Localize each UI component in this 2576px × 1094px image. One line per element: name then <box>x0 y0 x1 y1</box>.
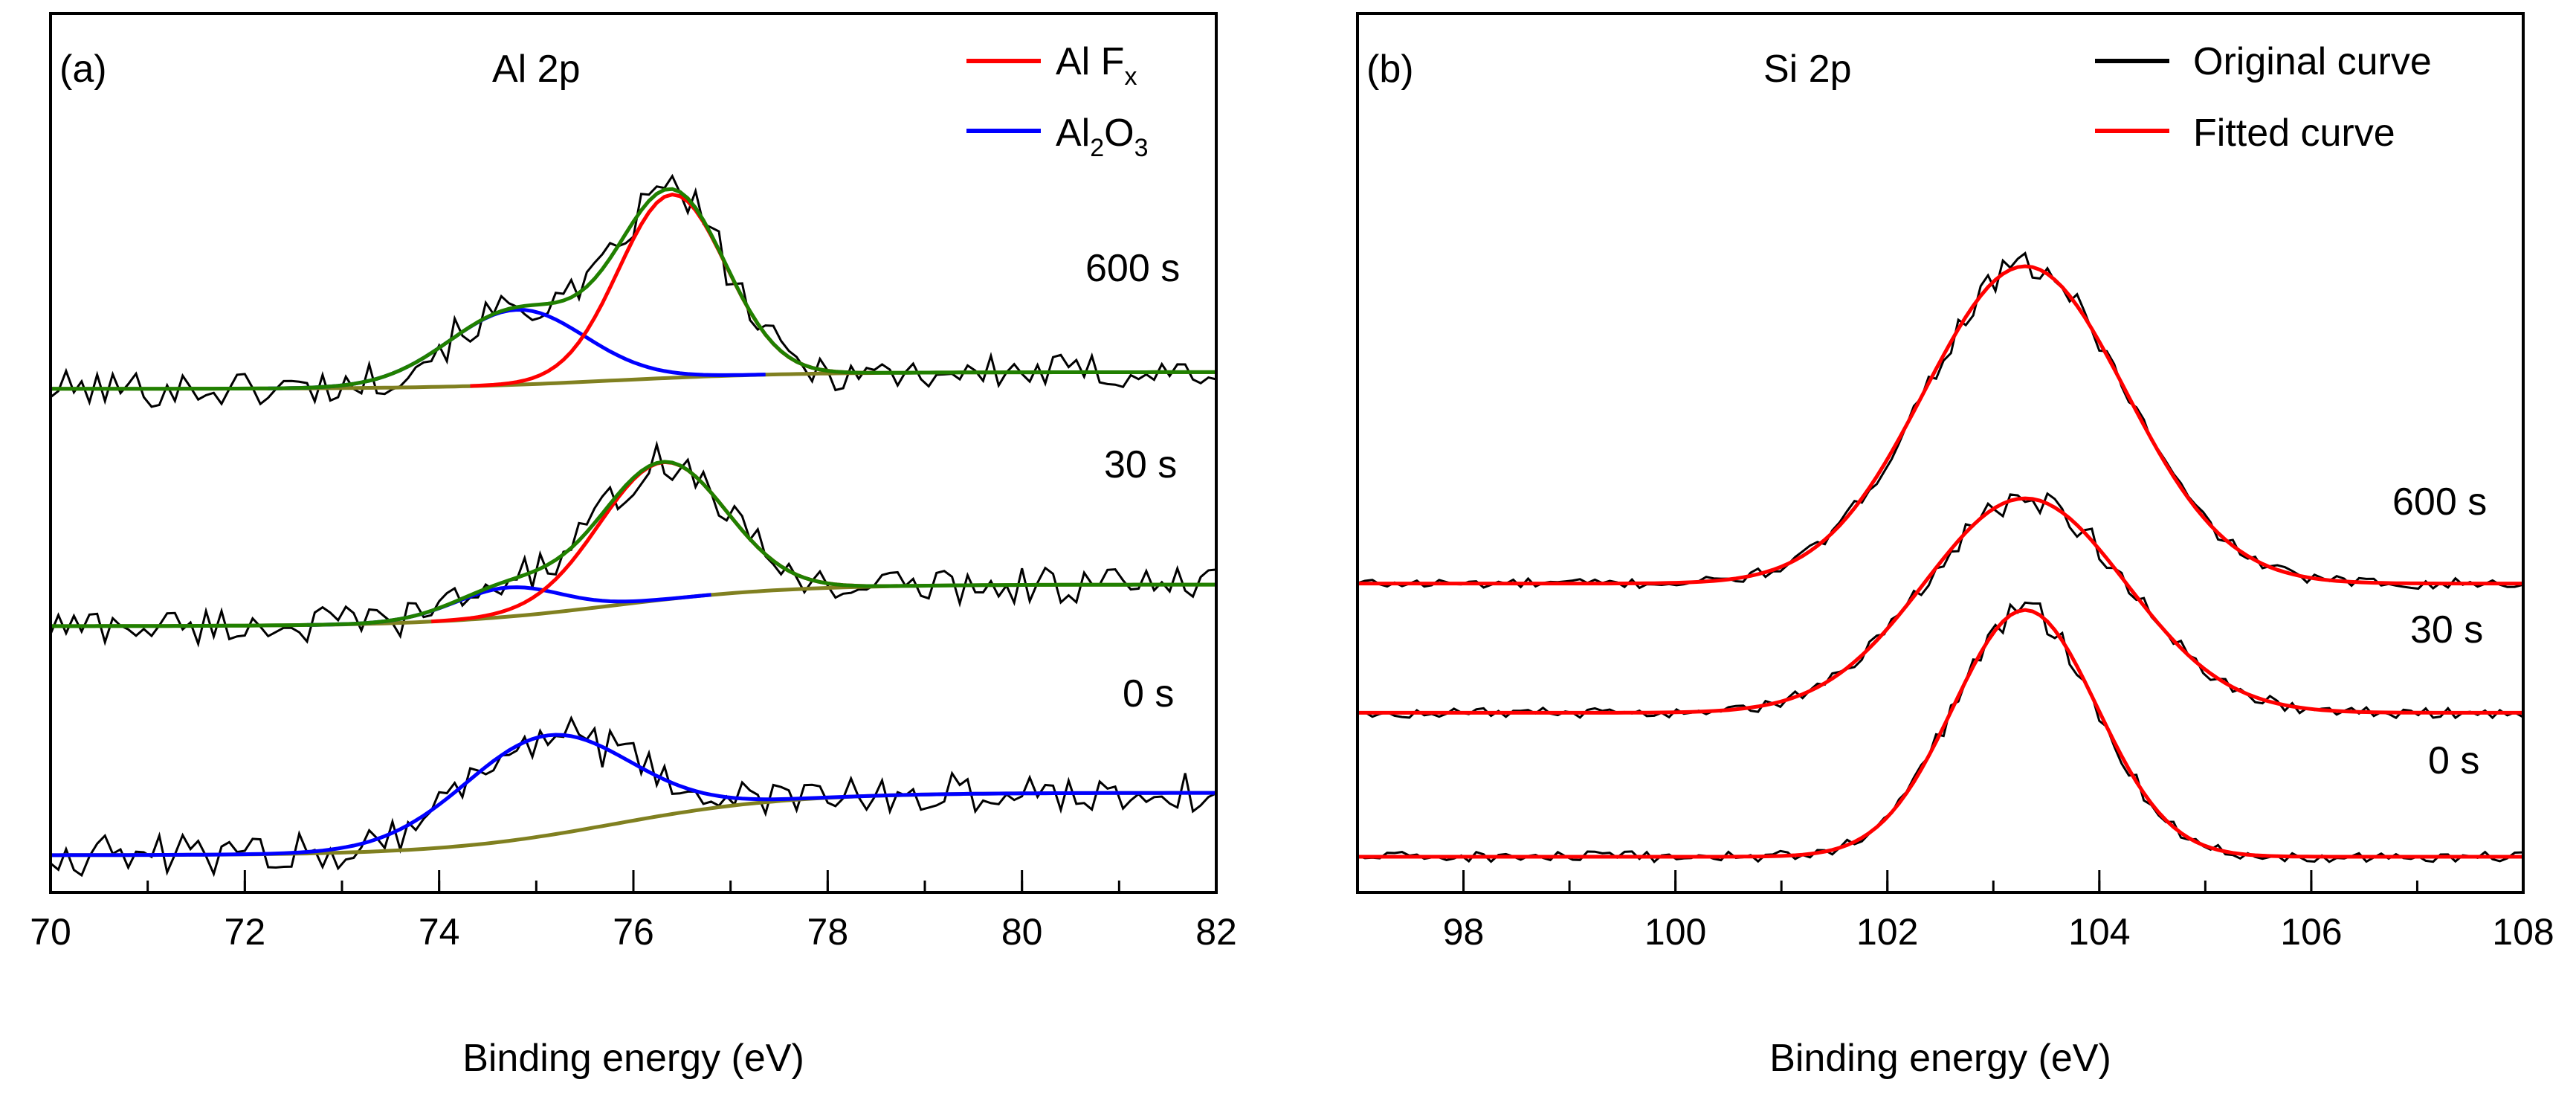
panel-a-al2p: 70 72 74 76 78 80 82 (a) Al 2p Al Fx Al2O3 600… <box>30 12 1237 1080</box>
al2p-fit-envelope-30s <box>51 460 1216 628</box>
x-tick-label: 72 <box>225 911 266 953</box>
x-tick-label: 70 <box>30 911 71 953</box>
panel-b-label-30s: 30 s <box>2410 608 2483 651</box>
x-tick-label: 74 <box>419 911 460 953</box>
panel-b-legend: Original curve Fitted curve <box>2095 40 2432 155</box>
panel-a-x-ticks: 70 72 74 76 78 80 82 <box>30 870 1237 953</box>
x-tick-label: 82 <box>1195 911 1237 953</box>
legend-alfx-text: Al F <box>1056 40 1124 83</box>
panel-a-label: (a) <box>59 48 107 91</box>
panel-b-frame <box>1356 12 2525 894</box>
panel-b-x-axis-title: Binding energy (eV) <box>1769 1037 2111 1080</box>
panel-b-si2p: 98 100 102 104 106 108 (b) Si 2p Original cur… <box>1356 12 2554 1080</box>
al2p-alfx-component-600s <box>470 193 875 388</box>
al2p-background-30s <box>51 582 1216 628</box>
panel-a-plot-area <box>49 173 1217 878</box>
legend-al2o3-label: Al2O3 <box>1056 112 1149 162</box>
panel-b-label: (b) <box>1366 48 1414 91</box>
al2p-background-0s <box>51 791 1216 857</box>
x-tick-label: 102 <box>1856 911 1918 953</box>
si2p-original-600s <box>1357 251 2522 591</box>
panel-b-title: Si 2p <box>1763 48 1852 91</box>
panel-b-label-0s: 0 s <box>2428 739 2479 782</box>
si2p-original-30s <box>1358 492 2523 720</box>
al2p-raw-0s <box>50 715 1217 878</box>
panel-a-label-600s: 600 s <box>1085 247 1180 290</box>
panel-b-plot-area <box>1357 251 2523 863</box>
panel-b-x-ticks: 98 100 102 104 106 108 <box>1356 870 2554 953</box>
al2p-raw-30s <box>49 440 1217 648</box>
al2p-al2o3-component-30s <box>306 585 711 627</box>
al2p-fit-envelope-600s <box>51 187 1216 391</box>
panel-a-legend: Al Fx Al2O3 <box>966 40 1149 162</box>
panel-b-label-600s: 600 s <box>2392 480 2487 524</box>
x-tick-label: 100 <box>1644 911 1706 953</box>
x-tick-label: 78 <box>807 911 849 953</box>
legend-al2o3-sub-2: 3 <box>1134 134 1149 162</box>
legend-alfx-subscript: x <box>1124 62 1137 91</box>
panel-a-frame <box>49 12 1218 894</box>
legend-al2o3-text-1: Al <box>1056 112 1090 155</box>
si2p-fitted-30s <box>1358 496 2522 715</box>
legend-fitted-label: Fitted curve <box>2193 112 2395 155</box>
x-tick-label: 76 <box>613 911 654 953</box>
x-tick-label: 98 <box>1443 911 1485 953</box>
panel-a-title: Al 2p <box>492 48 581 91</box>
legend-al2o3-text-2: O <box>1104 112 1134 155</box>
panel-a-label-30s: 30 s <box>1104 443 1177 486</box>
legend-original-label: Original curve <box>2193 40 2432 83</box>
x-tick-label: 80 <box>1001 911 1043 953</box>
panel-a-x-axis-title: Binding energy (eV) <box>462 1037 804 1080</box>
legend-alfx-label: Al Fx <box>1056 40 1137 91</box>
x-tick-label: 106 <box>2280 911 2342 953</box>
al2p-fit-envelope-0s <box>51 733 1216 857</box>
x-tick-label: 108 <box>2492 911 2554 953</box>
si2p-fitted-0s <box>1358 608 2522 859</box>
x-tick-label: 104 <box>2068 911 2130 953</box>
si2p-fitted-600s <box>1358 264 2522 586</box>
panel-a-label-0s: 0 s <box>1123 672 1174 715</box>
legend-al2o3-sub-1: 2 <box>1090 134 1104 162</box>
